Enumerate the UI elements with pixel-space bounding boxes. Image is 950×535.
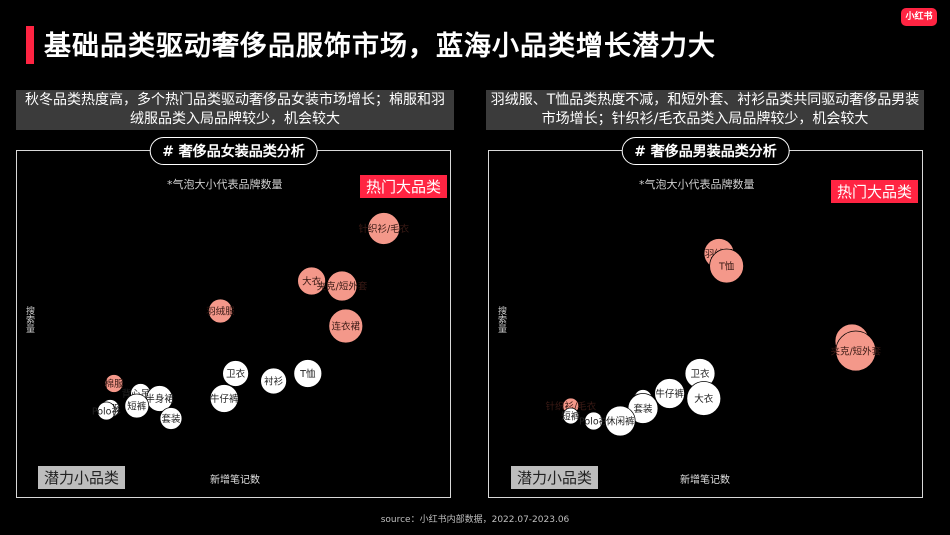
men-potential-category-tag: 潜力小品类 <box>511 466 599 489</box>
men-bubble-6: 大衣 <box>686 381 722 416</box>
men-bubble-label: 短裤 <box>561 411 581 423</box>
women-bubble-8: 牛仔裤 <box>209 384 239 413</box>
women-bubble-label: 大衣 <box>302 276 322 288</box>
women-bubble-7: T恤 <box>293 359 323 388</box>
women-hot-category-tag: 热门大品类 <box>360 175 448 198</box>
men-bubble-5: 牛仔裤 <box>654 378 686 409</box>
women-bubble-14: 套装 <box>159 407 183 430</box>
men-bubble-12: 休闲裤 <box>604 405 636 437</box>
men-chart-title: # 奢侈品男装品类分析 <box>621 137 790 165</box>
women-bubble-4: 连衣裙 <box>328 308 364 344</box>
men-bubble-10: 短裤 <box>561 407 581 425</box>
source-note: source：小红书内部数据，2022.07-2023.06 <box>380 515 570 525</box>
men-x-axis-label: 新增笔记数 <box>680 475 730 486</box>
left-description: 秋冬品类热度高，多个热门品类驱动奢侈品女装市场增长；棉服和羽绒服品类入局品牌较少… <box>16 90 454 130</box>
men-bubble-circle <box>562 407 580 425</box>
women-bubble-circle <box>159 407 183 430</box>
women-bubble-circle <box>97 401 116 421</box>
women-bubble-chart: 针织衫/毛衣大衣夹克/短外套羽绒服连衣裙卫衣衬衫T恤牛仔裤棉服背心吊带半身裙短裤… <box>92 212 410 430</box>
men-bubble-3: 夹克/短外套 <box>830 330 882 372</box>
women-bubble-circle <box>297 266 327 296</box>
men-bubble-label: 休闲裤 <box>606 416 635 428</box>
women-bubble-circle <box>326 270 358 302</box>
women-bubble-circle <box>104 374 124 393</box>
men-bubble-size-note: *气泡大小代表品牌数量 <box>639 178 755 191</box>
men-bubble-circle <box>709 248 745 284</box>
men-bubble-label: 针织衫/毛衣 <box>545 401 596 413</box>
women-bubble-label: 卫衣 <box>226 368 246 380</box>
men-y-axis-label: 搜索量 <box>496 306 506 333</box>
women-bubble-label: 连衣裙 <box>332 321 361 333</box>
men-bubble-circle <box>584 411 603 431</box>
women-bubble-circle <box>124 393 150 419</box>
women-chart-panel: 针织衫/毛衣大衣夹克/短外套羽绒服连衣裙卫衣衬衫T恤牛仔裤棉服背心吊带半身裙短裤… <box>16 137 451 498</box>
women-bubble-3: 羽绒服 <box>206 298 235 324</box>
women-bubble-label: 夹克/短外套 <box>317 281 368 293</box>
women-bubble-circle <box>207 298 233 324</box>
women-bubble-0: 针织衫/毛衣 <box>358 212 410 245</box>
men-bubble-circle <box>835 330 877 372</box>
women-bubble-circle <box>209 384 239 413</box>
women-bubble-circle <box>367 212 401 245</box>
women-bubble-11: 半身裙 <box>145 385 174 412</box>
women-bubble-label: Polo衫 <box>92 407 122 418</box>
women-bubble-label: 针织衫/毛衣 <box>358 223 409 235</box>
women-bubble-1: 大衣 <box>297 266 327 296</box>
women-bubble-circle <box>328 308 364 344</box>
men-bubble-label: 卫衣 <box>690 368 710 380</box>
title-accent-bar <box>26 26 34 64</box>
men-bubble-label: 套装 <box>633 403 653 415</box>
women-bubble-label: 牛仔裤 <box>210 393 239 405</box>
men-bubble-9: 套装 <box>627 393 659 424</box>
men-bubble-label: T恤 <box>718 261 735 273</box>
men-bubble-circle <box>604 405 636 437</box>
women-bubble-label: 棉服 <box>104 378 124 390</box>
women-bubble-12: 短裤 <box>124 393 150 419</box>
women-bubble-label: 羽绒服 <box>206 306 235 318</box>
women-bubble-size-note: *气泡大小代表品牌数量 <box>167 178 283 191</box>
men-bubble-label: Polo衫 <box>579 417 609 428</box>
xiaohongshu-logo: 小红书 <box>901 8 937 26</box>
women-bubble-2: 夹克/短外套 <box>317 270 368 302</box>
men-chart-panel: 羽绒服T恤衬衫夹克/短外套卫衣牛仔裤大衣针织衫/毛衣背心套装短裤Polo衫休闲裤… <box>488 137 923 498</box>
women-bubble-label: 套装 <box>161 413 181 425</box>
women-bubble-label: T恤 <box>299 368 316 380</box>
women-bubble-5: 卫衣 <box>222 360 250 387</box>
women-bubble-label: 短裤 <box>127 401 147 413</box>
women-bubble-label: 衬衫 <box>264 376 284 388</box>
men-bubble-circle <box>654 378 686 409</box>
women-potential-category-tag: 潜力小品类 <box>38 466 126 489</box>
men-bubble-11: Polo衫 <box>579 411 609 431</box>
men-bubble-label: 夹克/短外套 <box>830 346 881 358</box>
women-bubble-6: 衬衫 <box>260 367 288 395</box>
women-x-axis-label: 新增笔记数 <box>210 475 260 486</box>
women-bubble-circle <box>222 360 250 387</box>
women-bubble-9: 棉服 <box>104 374 124 393</box>
women-y-axis-label: 搜索量 <box>24 306 34 333</box>
women-bubble-15: Polo衫 <box>92 401 122 421</box>
men-bubble-1: T恤 <box>709 248 745 284</box>
men-hot-category-tag: 热门大品类 <box>831 180 919 203</box>
women-bubble-circle <box>293 359 323 388</box>
men-bubble-label: 牛仔裤 <box>655 388 684 400</box>
right-description: 羽绒服、T恤品类热度不减，和短外套、衬衫品类共同驱动奢侈品男装市场增长；针织衫/… <box>486 90 924 130</box>
page-title: 基础品类驱动奢侈品服饰市场，蓝海小品类增长潜力大 <box>44 31 716 62</box>
men-bubble-label: 大衣 <box>694 393 714 405</box>
women-chart-title: # 奢侈品女装品类分析 <box>149 137 318 165</box>
men-bubble-circle <box>686 381 722 416</box>
men-bubble-4: 卫衣 <box>684 358 716 389</box>
women-bubble-label: 半身裙 <box>145 393 174 405</box>
women-bubble-circle <box>260 367 288 395</box>
